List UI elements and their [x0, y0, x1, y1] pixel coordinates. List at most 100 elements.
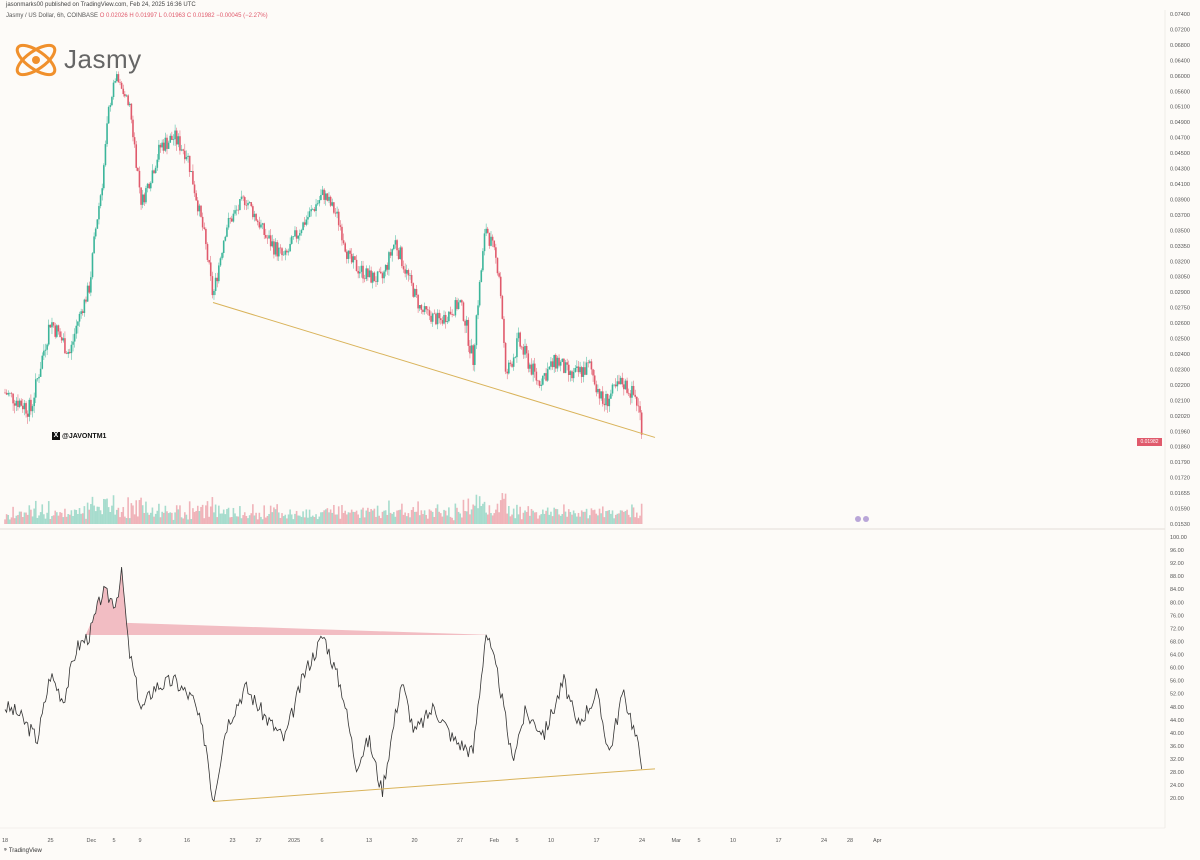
candle-body — [274, 242, 277, 255]
time-tick-label: Apr — [873, 838, 882, 844]
volume-bar — [637, 518, 640, 524]
candle-body — [587, 362, 589, 364]
volume-bar — [47, 501, 50, 524]
volume-bar — [174, 512, 176, 524]
candle-body — [474, 345, 476, 365]
candle-body — [93, 236, 95, 254]
rsi-trendline[interactable] — [212, 768, 656, 802]
volume-bar — [177, 509, 180, 524]
candle-body — [508, 362, 510, 374]
candle-body — [383, 271, 385, 279]
candle-body — [469, 345, 471, 354]
volume-bar — [537, 518, 539, 524]
volume-bar — [98, 506, 100, 524]
candle-body — [25, 403, 27, 414]
rsi-axis[interactable]: 100.00 96.00 92.00 88.00 84.00 80.00 76.00 72.0… — [1170, 535, 1187, 802]
volume-bar — [188, 501, 191, 524]
candle-body — [150, 182, 152, 189]
volume-indicator-icons[interactable] — [855, 516, 869, 522]
candle-body — [465, 319, 468, 326]
volume-bar — [260, 516, 262, 524]
volume-bar — [564, 511, 567, 524]
candle-body — [636, 396, 638, 406]
candle-body — [370, 270, 372, 283]
symbol-legend[interactable]: Jasmy / US Dollar, 6h, COINBASE O 0.0202… — [6, 13, 268, 19]
time-tick-label: 23 — [230, 838, 236, 844]
candle-body — [640, 412, 643, 435]
time-axis[interactable]: 18 25 Dec 5 9 16 23 27 2025 6 13 20 27 Feb 5 10 17 24 Mar 5… — [2, 838, 882, 844]
volume-bar — [222, 509, 225, 524]
candle-body — [166, 137, 168, 149]
candle-body — [336, 211, 338, 214]
candle-body — [112, 82, 115, 97]
candle-body — [498, 273, 500, 277]
volume-bar — [546, 507, 549, 524]
candle-body — [499, 276, 502, 296]
rsi-tick-label: 84.00 — [1170, 587, 1184, 593]
volume-bar — [439, 513, 442, 524]
tradingview-brand[interactable]: ⁹ TradingView — [4, 848, 42, 854]
tradingview-logo-icon: ⁹ — [4, 848, 7, 854]
candle-body — [639, 406, 641, 413]
rsi-trendline-segment[interactable] — [212, 768, 656, 802]
price-axis[interactable]: 0.07400 0.07200 0.06800 0.06400 0.06000 0.056… — [1170, 12, 1190, 528]
candle-body — [138, 170, 141, 188]
candle-body — [483, 233, 486, 252]
indicator-icon-1[interactable] — [855, 516, 861, 522]
candle-body — [380, 271, 382, 274]
volume-bar — [358, 517, 361, 524]
price-tick-label: 0.03900 — [1170, 197, 1190, 203]
price-trendline[interactable] — [212, 302, 656, 438]
candle-body — [188, 155, 191, 172]
candle-body — [365, 268, 368, 279]
volume-bar — [276, 504, 278, 524]
candle-body — [187, 155, 189, 157]
candle-body — [506, 371, 508, 374]
candle-body — [47, 324, 50, 345]
volume-bar — [368, 511, 371, 524]
volume-bar — [508, 506, 510, 524]
volume-bar — [124, 516, 126, 524]
volume-bar — [336, 514, 338, 524]
time-tick-label: 5 — [516, 838, 519, 844]
volume-bar — [626, 509, 628, 524]
volume-bar — [302, 511, 304, 524]
candle-body — [86, 285, 89, 302]
candle-body — [34, 379, 37, 398]
candle-body — [556, 357, 559, 369]
volume-bar — [632, 507, 635, 524]
candle-body — [318, 199, 321, 204]
candle-body — [20, 400, 22, 406]
candle-body — [247, 202, 249, 206]
volume-bar — [401, 503, 403, 524]
candle-body — [65, 353, 68, 354]
price-trendline-segment[interactable] — [212, 302, 656, 438]
volume-bar — [525, 511, 528, 524]
volume-bar — [616, 513, 619, 524]
candle-body — [85, 299, 87, 302]
volume-bar — [376, 505, 379, 524]
candle-body — [148, 183, 150, 189]
candle-body — [253, 213, 256, 218]
volume-bar — [608, 510, 611, 524]
time-tick-label: 16 — [184, 838, 190, 844]
indicator-icon-2[interactable] — [863, 516, 869, 522]
candle-body — [451, 314, 453, 315]
candle-body — [30, 399, 32, 412]
candle-body — [316, 203, 319, 205]
candle-body — [140, 187, 142, 205]
volume-bar — [422, 514, 424, 524]
candle-body — [329, 196, 332, 206]
price-tick-label: 0.04100 — [1170, 182, 1190, 188]
candle-body — [514, 357, 517, 358]
volume-bar — [415, 511, 418, 524]
candle-body — [231, 218, 233, 222]
candle-body — [410, 275, 413, 284]
candle-body — [535, 371, 538, 381]
volume-bar — [529, 515, 531, 524]
volume-bar — [313, 517, 316, 524]
volume-bar — [571, 514, 573, 524]
candle-body — [371, 272, 374, 283]
volume-bar — [307, 517, 309, 524]
